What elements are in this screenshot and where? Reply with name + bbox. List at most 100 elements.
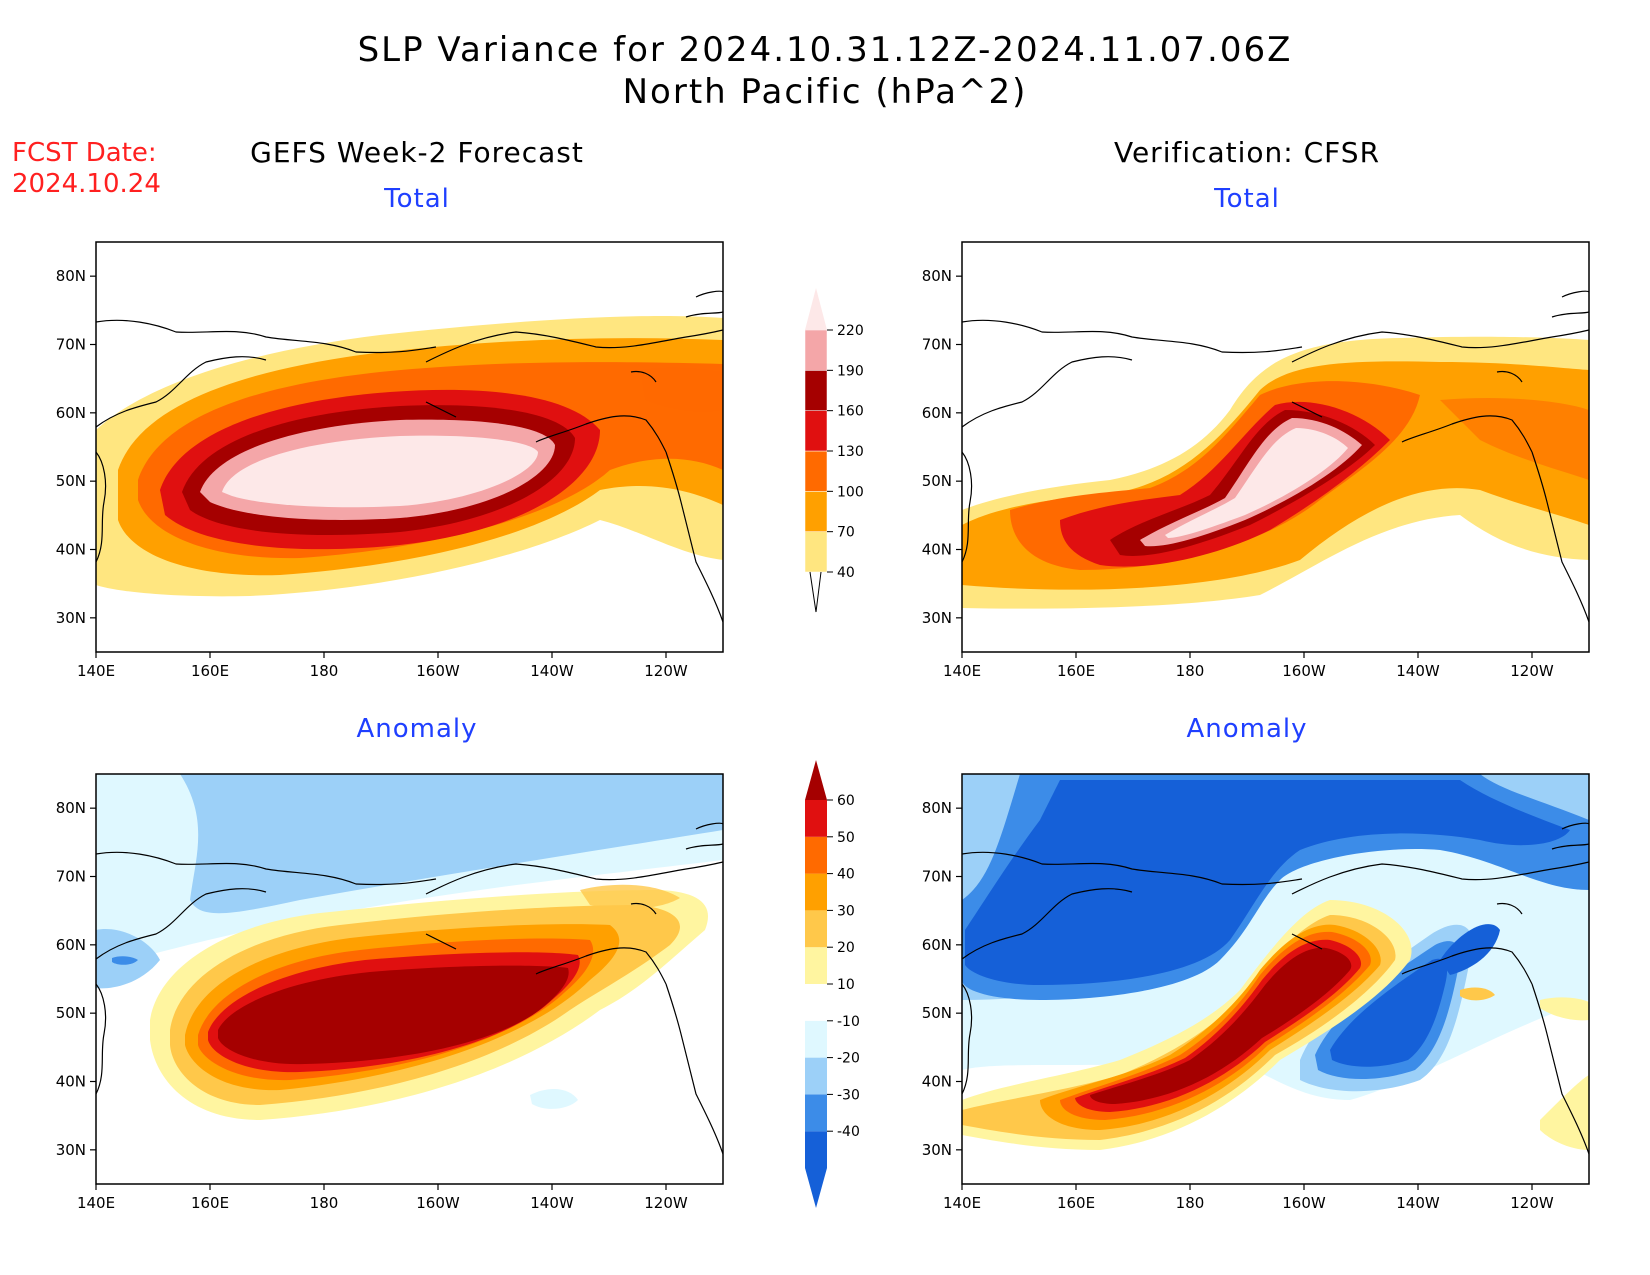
- coastline: [1291, 933, 1323, 950]
- colorbar-extend-bottom: [805, 1168, 827, 1208]
- y-tick-label-verification-total: 80N: [922, 267, 952, 285]
- x-tick-label-forecast-total: 140W: [530, 662, 574, 680]
- coastline: [425, 933, 457, 950]
- x-tick-label-forecast-anomaly: 120W: [644, 1194, 688, 1212]
- y-tick-label-forecast-anomaly: 40N: [56, 1073, 86, 1091]
- colorbar-swatch: [805, 873, 827, 911]
- coastline: [961, 451, 973, 563]
- y-tick-label-verification-total: 30N: [922, 609, 952, 627]
- x-tick-label-forecast-total: 160W: [416, 662, 460, 680]
- y-tick-label-forecast-anomaly: 80N: [56, 799, 86, 817]
- colorbar-label: 10: [837, 977, 855, 993]
- coastline: [1496, 902, 1523, 915]
- x-tick-label-forecast-total: 180: [310, 662, 339, 680]
- x-tick-label-verification-total: 120W: [1510, 662, 1554, 680]
- colorbar-total: 40 70 100 130 160 190 220: [804, 288, 864, 613]
- coastline: [95, 888, 267, 960]
- y-tick-label-forecast-anomaly: 60N: [56, 936, 86, 954]
- colorbar-extend-top: [805, 288, 827, 330]
- frame-forecast-anomaly: [95, 773, 724, 1185]
- panel-title-verification-total: Total: [1214, 184, 1280, 214]
- frame-verification-anomaly: [961, 773, 1590, 1185]
- colorbar-swatch: [805, 1057, 827, 1095]
- coastline: [95, 983, 107, 1095]
- coastline: [95, 451, 107, 563]
- coastline: [1551, 290, 1590, 318]
- coastline: [961, 319, 1303, 354]
- frame-forecast-total: [95, 241, 724, 653]
- colorbar-anomaly: -40 -30 -20 -10 10 20 30 40 50 60: [805, 760, 860, 1208]
- colorbar-swatch: [805, 800, 827, 837]
- colorbar-label: 190: [837, 363, 864, 379]
- panel-verification-total: [962, 242, 1589, 652]
- coastline: [1291, 329, 1590, 363]
- verification-total-field: [962, 336, 1589, 609]
- colorbar-swatch: [805, 1131, 827, 1168]
- y-tick-label-verification-anomaly: 50N: [922, 1004, 952, 1022]
- colorbar-swatch: [805, 1094, 827, 1132]
- y-tick-label-forecast-total: 70N: [56, 336, 86, 354]
- colorbar-label: 70: [837, 525, 855, 541]
- colorbar-label: 40: [837, 867, 855, 883]
- coastline: [95, 319, 437, 354]
- coastline: [961, 356, 1133, 428]
- colorbar-label: -30: [837, 1087, 860, 1103]
- fcst-date: FCST Date: 2024.10.24: [12, 138, 161, 200]
- coastline: [1551, 822, 1590, 850]
- colorbar-label: 20: [837, 940, 855, 956]
- coastline: [1531, 451, 1590, 623]
- y-tick-label-verification-anomaly: 60N: [922, 936, 952, 954]
- panel-verification-anomaly: [962, 774, 1589, 1184]
- colorbar-swatch: [805, 836, 827, 874]
- x-tick-label-forecast-anomaly: 160E: [191, 1194, 229, 1212]
- coastline: [665, 983, 724, 1155]
- y-tick-label-forecast-total: 80N: [56, 267, 86, 285]
- x-tick-label-verification-anomaly: 140W: [1396, 1194, 1440, 1212]
- coastline: [685, 290, 724, 318]
- colorbar-swatch: [804, 329, 828, 371]
- verification-anomaly-field: [962, 774, 1589, 1150]
- panel-title-forecast-total: Total: [384, 184, 450, 214]
- colorbar-swatch: [805, 947, 827, 984]
- coastline: [1531, 983, 1590, 1155]
- y-tick-label-forecast-anomaly: 50N: [56, 1004, 86, 1022]
- column-title-verification: Verification: CFSR: [1113, 136, 1381, 169]
- colorbar-swatch: [804, 531, 828, 573]
- colorbar-label: -10: [837, 1014, 860, 1030]
- fcst-date-value: 2024.10.24: [12, 169, 161, 199]
- column-title-forecast: GEFS Week-2 Forecast: [250, 136, 584, 169]
- x-tick-label-forecast-total: 120W: [644, 662, 688, 680]
- y-tick-label-forecast-anomaly: 70N: [56, 868, 86, 886]
- coastline: [630, 902, 657, 915]
- y-tick-label-verification-anomaly: 30N: [922, 1141, 952, 1159]
- colorbar-label: 100: [837, 484, 864, 500]
- x-tick-label-verification-anomaly: 160E: [1057, 1194, 1095, 1212]
- y-tick-label-forecast-total: 40N: [56, 541, 86, 559]
- colorbar-label: -40: [837, 1124, 860, 1140]
- x-tick-label-verification-total: 140E: [943, 662, 981, 680]
- colorbar-swatch: [805, 910, 827, 948]
- coastline: [630, 370, 657, 383]
- y-tick-label-verification-total: 50N: [922, 472, 952, 490]
- panel-forecast-total: [96, 242, 723, 652]
- x-tick-label-verification-anomaly: 160W: [1282, 1194, 1326, 1212]
- x-tick-label-verification-anomaly: 120W: [1510, 1194, 1554, 1212]
- x-tick-label-forecast-anomaly: 140E: [77, 1194, 115, 1212]
- colorbar-swatch: [804, 491, 828, 532]
- coastline: [685, 822, 724, 850]
- y-tick-label-forecast-anomaly: 30N: [56, 1141, 86, 1159]
- panel-title-verification-anomaly: Anomaly: [1186, 714, 1308, 744]
- x-tick-label-verification-total: 180: [1176, 662, 1205, 680]
- colorbar-label: 130: [837, 444, 864, 460]
- colorbar-label: 50: [837, 830, 855, 846]
- y-tick-label-forecast-total: 60N: [56, 404, 86, 422]
- main-title: SLP Variance for 2024.10.31.12Z-2024.11.…: [357, 30, 1293, 70]
- x-tick-label-verification-anomaly: 140E: [943, 1194, 981, 1212]
- colorbar-label: -20: [837, 1051, 860, 1067]
- y-tick-label-forecast-total: 30N: [56, 609, 86, 627]
- x-tick-label-verification-total: 160W: [1282, 662, 1326, 680]
- coastline-outlines: [95, 290, 1590, 1155]
- y-tick-label-verification-anomaly: 80N: [922, 799, 952, 817]
- colorbar-label: 40: [837, 565, 855, 581]
